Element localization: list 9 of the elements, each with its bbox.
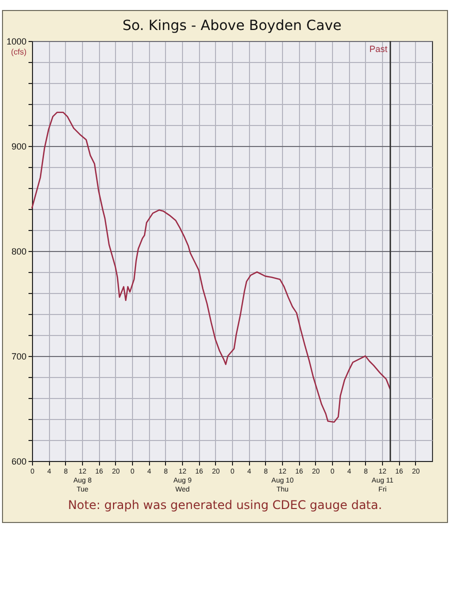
y-tick-label: 1000: [6, 36, 26, 46]
chart-title: So. Kings - Above Boyden Cave: [122, 18, 342, 34]
ref-line-label: Past: [369, 44, 388, 54]
y-tick-label: 700: [11, 352, 26, 362]
y-axis-title: (cfs): [10, 48, 27, 56]
y-tick-label: 900: [11, 142, 26, 152]
y-tick-label: 600: [11, 456, 26, 466]
y-tick-label: 800: [11, 246, 26, 256]
text: Note: graph was generated using CDEC gauge data.: [66, 498, 384, 512]
